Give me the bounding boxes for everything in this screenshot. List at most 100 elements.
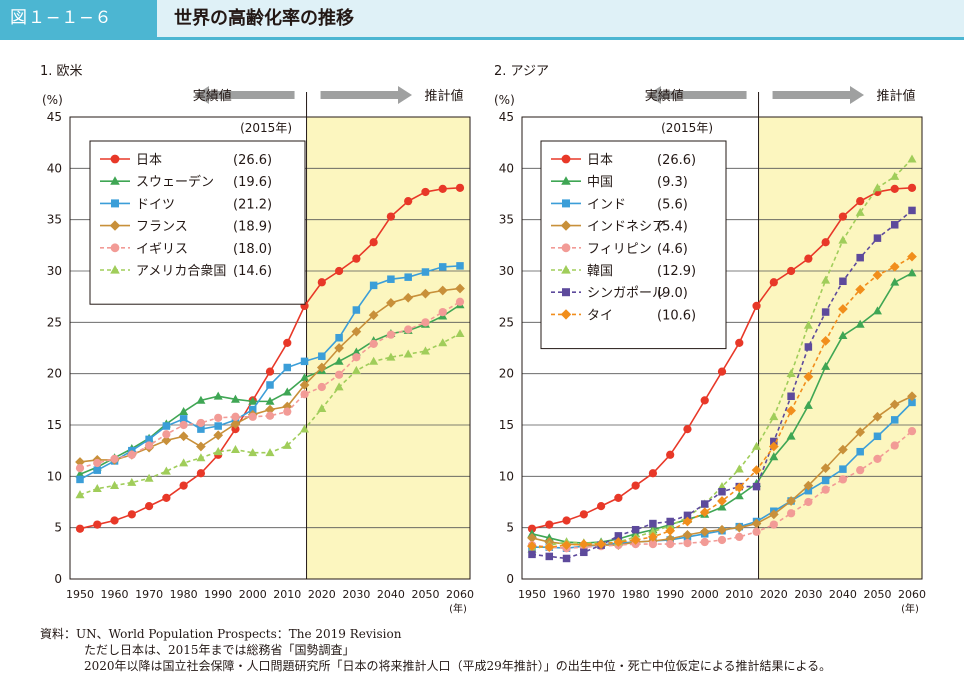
data-point [283, 363, 292, 372]
data-point [145, 435, 153, 444]
data-point [648, 469, 658, 478]
legend-series-name: 日本 [136, 153, 162, 168]
data-point [578, 539, 589, 549]
data-point [300, 424, 310, 433]
data-point [718, 487, 726, 496]
legend-marker [561, 176, 571, 185]
legend-series-name: アメリカ合衆国 [136, 263, 226, 279]
legend-box [89, 140, 306, 305]
data-point [752, 482, 761, 491]
data-point [93, 458, 102, 468]
data-point [144, 473, 154, 482]
data-point [873, 234, 882, 242]
data-point [214, 413, 223, 422]
data-point [438, 307, 447, 317]
data-point [213, 391, 223, 400]
data-point [179, 415, 188, 423]
data-point [438, 338, 448, 347]
x-tick-label: 1960 [553, 588, 581, 601]
data-point [873, 454, 882, 464]
source-line-3: 2020年以降は国立社会保障・人口問題研究所「日本の将来推計人口（平成29年推計… [84, 659, 832, 673]
data-point [700, 500, 709, 508]
data-point [334, 356, 344, 365]
data-point [907, 427, 917, 436]
data-point [665, 525, 676, 536]
data-point [386, 352, 396, 361]
data-point [162, 430, 171, 439]
data-point [821, 275, 831, 284]
data-point [403, 349, 413, 358]
data-point [630, 535, 641, 545]
data-point [386, 297, 396, 308]
legend-series-value: (18.9) [233, 220, 272, 235]
data-point [299, 380, 310, 390]
data-point [839, 277, 847, 286]
data-point [562, 554, 571, 563]
data-point [804, 343, 813, 351]
data-point [317, 382, 326, 392]
data-point [838, 475, 848, 484]
data-point [580, 548, 588, 557]
legend-series-value: (18.0) [233, 242, 272, 257]
actual-label: 実績値 [645, 88, 684, 104]
data-point [786, 509, 796, 518]
data-point [230, 394, 240, 403]
data-point [856, 466, 865, 475]
data-point [317, 403, 327, 412]
data-point [386, 212, 396, 221]
legend-series-value: (12.9) [657, 264, 696, 279]
legend-marker [562, 288, 570, 297]
data-point [162, 493, 171, 503]
data-point [334, 266, 344, 276]
legend-marker [110, 265, 120, 274]
data-point [266, 381, 274, 389]
data-point [144, 501, 154, 511]
data-point [92, 484, 102, 493]
legend-marker [561, 243, 571, 253]
data-point [890, 416, 899, 424]
x-tick-label: 2010 [725, 588, 753, 601]
x-tick-label: 1990 [204, 588, 232, 601]
data-point [196, 469, 206, 478]
x-tick-label: 1970 [587, 588, 615, 601]
figure-title: 世界の高齢化率の推移 [174, 8, 354, 29]
panel-title: 1. 欧米 [40, 64, 83, 79]
projected-arrow [772, 86, 864, 104]
data-point [248, 396, 258, 405]
data-point [455, 297, 465, 306]
actual-label: 実績値 [193, 88, 232, 104]
series-line [531, 158, 913, 551]
legend-series-name: インドネシア [587, 220, 665, 235]
data-point [786, 405, 796, 416]
x-tick-label: 1990 [656, 588, 684, 601]
data-point [127, 450, 136, 459]
data-point [908, 398, 916, 407]
figure-header: 図１−１−６ 世界の高齢化率の推移 [0, 0, 964, 44]
y-tick-label: 45 [47, 110, 62, 124]
data-point [734, 464, 744, 473]
actual-arrow [647, 86, 747, 104]
legend-marker [111, 199, 119, 208]
data-point [821, 308, 830, 316]
data-point [369, 356, 379, 365]
data-point [403, 292, 414, 303]
data-point [683, 538, 692, 548]
data-point [787, 392, 795, 401]
legend-series-name: タイ [587, 308, 613, 323]
data-point [561, 540, 572, 550]
data-point [751, 465, 762, 476]
y-tick-label: 30 [47, 264, 62, 278]
x-tick-label: 1970 [135, 588, 163, 601]
data-point [786, 496, 796, 506]
data-point [300, 357, 309, 366]
source-note: 資料：UN、World Population Prospects：The 201… [40, 626, 831, 674]
series-6 [75, 328, 465, 499]
y-tick-label: 35 [499, 213, 514, 227]
series-8 [527, 251, 917, 553]
data-point [717, 481, 727, 490]
data-point [265, 448, 275, 457]
legend-series-value: (10.6) [657, 308, 696, 323]
data-point [369, 339, 378, 349]
legend-series-name: シンガポール [587, 286, 665, 301]
x-tick-label: 2040 [829, 588, 857, 601]
